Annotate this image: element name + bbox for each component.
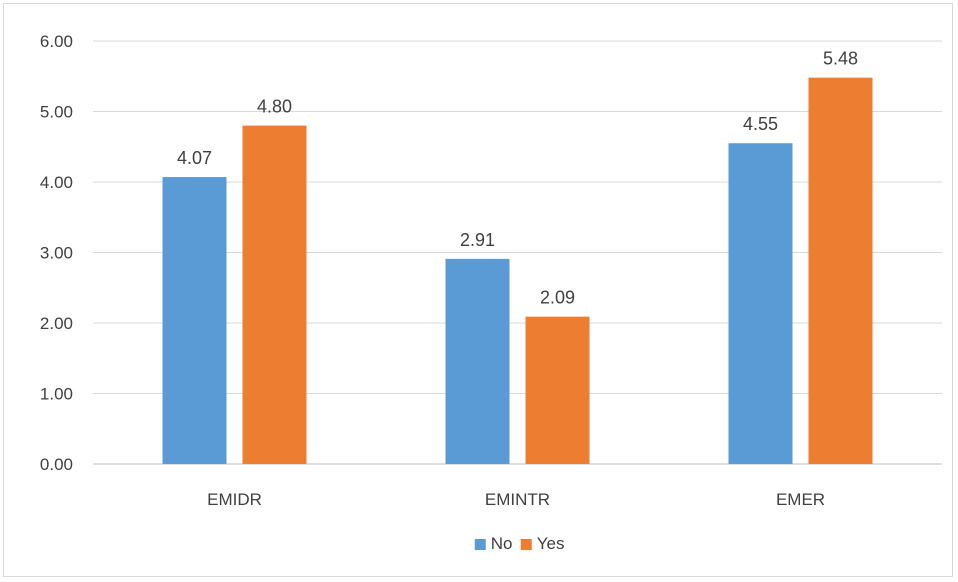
- bar-emintr-yes: [525, 316, 590, 464]
- legend-swatch-no: [474, 539, 486, 550]
- y-tick-label: 2.00: [40, 314, 73, 333]
- legend-swatch-yes: [520, 539, 532, 550]
- data-label: 2.09: [540, 288, 575, 308]
- legend-label: Yes: [537, 534, 565, 553]
- bar-emidr-no: [162, 177, 227, 464]
- y-axis-ticks: 0.00 1.00 2.00 3.00 4.00 5.00 6.00: [40, 32, 73, 474]
- bar-emidr-yes: [242, 125, 307, 464]
- gridlines: [93, 40, 942, 465]
- data-label: 5.48: [823, 49, 858, 69]
- data-label: 4.80: [257, 97, 292, 117]
- legend: No Yes: [474, 534, 565, 553]
- x-tick-label: EMINTR: [485, 490, 550, 509]
- bar-emer-no: [728, 143, 793, 464]
- y-tick-label: 0.00: [40, 455, 73, 474]
- bar-emer-yes: [808, 77, 873, 464]
- y-tick-label: 5.00: [40, 103, 73, 122]
- y-tick-label: 1.00: [40, 385, 73, 404]
- x-tick-label: EMIDR: [207, 490, 262, 509]
- x-axis-ticks: EMIDR EMINTR EMER: [207, 490, 825, 509]
- x-tick-label: EMER: [776, 490, 825, 509]
- data-label: 4.55: [743, 114, 778, 134]
- legend-label: No: [491, 534, 513, 553]
- y-tick-label: 6.00: [40, 32, 73, 51]
- data-label: 2.91: [460, 230, 495, 250]
- bars: 4.07 4.80 2.91 2.09 4.55 5.48: [162, 49, 873, 464]
- data-label: 4.07: [177, 148, 212, 168]
- y-tick-label: 3.00: [40, 244, 73, 263]
- y-tick-label: 4.00: [40, 173, 73, 192]
- bar-emintr-no: [445, 258, 510, 464]
